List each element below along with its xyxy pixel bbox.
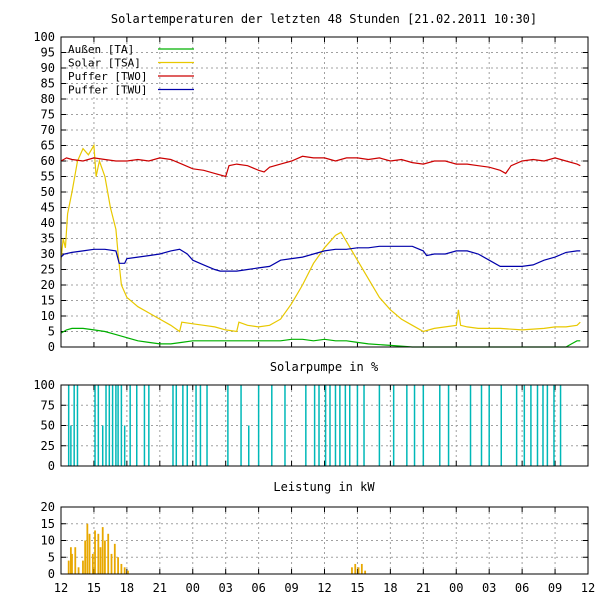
x-tick-label: 03 xyxy=(482,581,496,595)
temp-y-tick-label: 30 xyxy=(41,247,55,261)
temperature-plot-frame xyxy=(60,36,589,348)
x-tick-label: 00 xyxy=(186,581,200,595)
x-tick-label: 03 xyxy=(218,581,232,595)
series-line-1 xyxy=(60,143,581,333)
power-plot-frame xyxy=(60,506,589,575)
temp-y-tick-label: 85 xyxy=(41,77,55,91)
power-bars xyxy=(67,523,367,574)
temp-y-tick-label: 75 xyxy=(41,108,55,122)
series-line-2 xyxy=(60,155,581,178)
pump-y-tick-label: 75 xyxy=(41,398,55,412)
pump-bars xyxy=(67,385,562,466)
temp-y-tick-label: 80 xyxy=(41,92,55,106)
pump-grid xyxy=(60,384,589,467)
power-y-tick-label: 10 xyxy=(41,534,55,548)
legend-label-1: Solar [TSA] xyxy=(68,57,141,70)
temp-y-tick-label: 0 xyxy=(48,340,55,354)
temp-y-tick-label: 100 xyxy=(33,30,55,44)
x-tick-label: 09 xyxy=(284,581,298,595)
power-y-tick-label: 5 xyxy=(48,550,55,564)
x-tick-label: 09 xyxy=(548,581,562,595)
series-line-0 xyxy=(60,327,581,348)
temperature-grid xyxy=(60,36,589,348)
temp-y-tick-label: 10 xyxy=(41,309,55,323)
temp-y-tick-label: 95 xyxy=(41,46,55,60)
power-y-tick-label: 20 xyxy=(41,500,55,514)
x-tick-label: 21 xyxy=(153,581,167,595)
pump-y-tick-label: 25 xyxy=(41,439,55,453)
temp-y-tick-label: 25 xyxy=(41,263,55,277)
temp-y-tick-label: 35 xyxy=(41,232,55,246)
temperature-legend: Außen [TA]Solar [TSA]Puffer [TWO]Puffer … xyxy=(68,43,194,97)
pump-chart: Solarpumpe in % 0 25 50 75 100 xyxy=(33,360,589,473)
legend-label-2: Puffer [TWO] xyxy=(68,70,147,83)
pump-y-tick-label: 0 xyxy=(48,459,55,473)
power-y-tick-labels: 0 5 10 15 20 xyxy=(41,500,55,581)
temperature-chart: Solartemperaturen der letzten 48 Stunden… xyxy=(33,12,589,354)
temp-y-tick-label: 60 xyxy=(41,154,55,168)
pump-y-tick-label: 100 xyxy=(33,378,55,392)
series-line-3 xyxy=(60,245,581,272)
temp-y-tick-label: 50 xyxy=(41,185,55,199)
temp-y-tick-label: 45 xyxy=(41,201,55,215)
temperature-series-lines xyxy=(60,143,581,348)
temp-y-tick-label: 90 xyxy=(41,61,55,75)
power-y-tick-label: 0 xyxy=(48,567,55,581)
x-tick-label: 06 xyxy=(515,581,529,595)
temp-y-tick-label: 70 xyxy=(41,123,55,137)
pump-y-tick-labels: 0 25 50 75 100 xyxy=(33,378,55,473)
power-y-tick-label: 15 xyxy=(41,517,55,531)
legend-label-0: Außen [TA] xyxy=(68,43,134,56)
x-tick-label: 12 xyxy=(317,581,331,595)
x-tick-label: 12 xyxy=(54,581,68,595)
power-chart-title: Leistung in kW xyxy=(273,480,375,494)
x-tick-label: 21 xyxy=(416,581,430,595)
temperature-chart-title: Solartemperaturen der letzten 48 Stunden… xyxy=(111,12,537,26)
x-tick-labels: 12 15 18 21 00 03 06 09 12 15 18 21 00 03 06 09 12 xyxy=(54,581,595,595)
x-tick-label: 00 xyxy=(449,581,463,595)
x-tick-label: 12 xyxy=(581,581,595,595)
temp-y-tick-label: 20 xyxy=(41,278,55,292)
temp-y-tick-label: 40 xyxy=(41,216,55,230)
x-tick-label: 15 xyxy=(87,581,101,595)
power-grid xyxy=(60,506,589,575)
pump-y-tick-label: 50 xyxy=(41,419,55,433)
pump-chart-title: Solarpumpe in % xyxy=(270,360,379,374)
pump-plot-frame xyxy=(60,384,589,467)
x-tick-label: 15 xyxy=(350,581,364,595)
x-tick-label: 18 xyxy=(383,581,397,595)
power-chart: Leistung in kW 0 5 10 15 20 12 15 18 21 00 03 06 09… xyxy=(41,480,596,595)
temp-y-tick-label: 55 xyxy=(41,170,55,184)
temp-y-tick-label: 15 xyxy=(41,294,55,308)
legend-label-3: Puffer [TWU] xyxy=(68,84,147,97)
x-tick-label: 18 xyxy=(120,581,134,595)
x-tick-label: 06 xyxy=(251,581,265,595)
temp-y-tick-label: 5 xyxy=(48,325,55,339)
temp-y-tick-label: 65 xyxy=(41,139,55,153)
